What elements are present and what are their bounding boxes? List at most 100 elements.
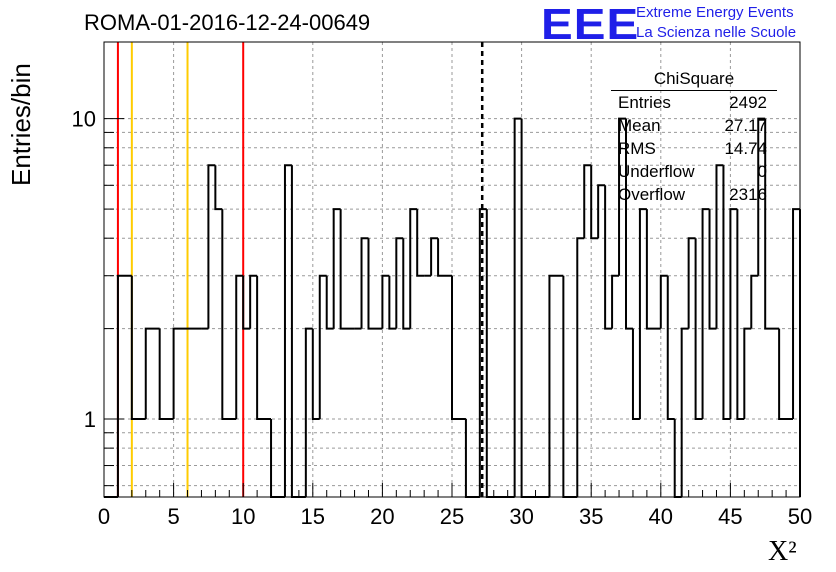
histogram-bin [583,164,592,239]
axes: 0 5 10 15 20 25 30 35 40 45 50 1 10 [72,107,813,529]
histogram-bin [513,117,522,497]
histogram-bin [715,164,724,329]
histogram-bin [478,208,487,497]
x-tick-label: 5 [167,504,179,529]
stats-value: 2316 [729,185,767,204]
stats-value: 14.74 [724,139,767,158]
stats-value: 0 [757,162,767,181]
plot-frame [103,41,801,498]
y-tick-label: 1 [84,407,96,432]
histogram-bin [144,327,160,420]
histogram-bin [743,327,752,420]
histogram-bin [485,209,515,498]
histogram-bin [381,274,390,329]
histogram-bin [750,274,759,329]
histogram-bin [172,327,188,420]
histogram-bin [437,238,452,277]
histogram-bin [249,274,258,329]
x-tick-label: 15 [301,504,325,529]
histogram-bin [638,208,647,420]
histogram-bin [548,274,564,497]
histogram-bin [242,275,251,330]
stats-row-underflow: Underflow 0 [611,160,777,183]
stats-label: Underflow [618,162,695,181]
histogram-bin [214,165,223,211]
histogram-bin [451,275,466,421]
histogram-bin [722,165,731,421]
histogram-bin [597,184,606,239]
histogram-bin [764,118,780,330]
histogram-bin [388,275,397,330]
histogram-bin [729,208,738,420]
x-tick-label: 45 [718,504,742,529]
eee-logo: EEE [541,0,640,49]
histogram-bin [645,209,661,330]
histogram-bin [666,275,675,421]
x-tick-label: 50 [788,504,812,529]
stats-row-rms: RMS 14.74 [611,137,777,160]
histogram-bin [590,165,599,240]
histogram-bin [708,209,717,330]
histogram-bin [207,164,216,329]
histogram-bin [576,237,585,497]
y-tick-label: 10 [72,107,96,132]
histogram-bin [290,165,306,498]
histogram-bin [562,275,578,498]
histogram-bin [687,237,696,329]
histogram-bin [778,328,794,421]
histogram-bin [130,275,146,421]
histogram-bars [104,117,801,498]
histogram-bin [221,209,237,421]
histogram-bin [430,237,439,276]
histogram-bin [235,274,244,420]
histogram-bin [611,274,620,329]
stats-label: Mean [618,116,661,135]
x-tick-label: 40 [649,504,673,529]
stats-row-mean: Mean 27.17 [611,114,777,137]
logo-tagline-2: La Scienza nelle Scuole [636,24,797,41]
histogram-bin [618,117,626,276]
stats-label: RMS [618,139,656,158]
stats-title: ChiSquare [611,68,777,91]
histogram-bin [604,185,613,330]
x-tick-label: 30 [509,504,533,529]
stats-value: 2492 [729,93,767,112]
histogram-bin [416,209,425,277]
histogram-bin [757,117,766,276]
stats-row-overflow: Overflow 2316 [611,183,777,206]
histogram-bin [304,327,313,497]
histogram-bin [325,275,334,330]
y-axis-label: Entries/bin [6,63,36,186]
histogram-bin [631,328,640,421]
histogram-bin [792,208,800,420]
run-title: ROMA-01-2016-12-24-00649 [84,10,371,35]
x-tick-label: 35 [579,504,603,529]
histogram-bin [625,118,633,330]
histogram-bin [694,238,703,421]
histogram-bin [520,118,550,498]
histogram-bin [360,237,369,329]
histogram-bin [283,164,292,497]
stats-row-entries: Entries 2492 [611,91,777,114]
stats-label: Entries [618,93,671,112]
x-tick-label: 20 [370,504,394,529]
histogram-bin [680,327,689,497]
stats-value: 27.17 [724,116,767,135]
histogram-bin [256,275,272,421]
x-tick-label: 0 [98,504,110,529]
histogram-bin [311,328,320,421]
histogram-bin [736,209,745,421]
x-axis-label: X² [768,536,797,567]
histogram-bin [701,208,710,420]
histogram-bin [367,238,383,330]
stats-label: Overflow [618,185,686,204]
histogram-bin [158,328,174,421]
x-tick-label: 10 [231,504,255,529]
x-tick-label: 25 [440,504,464,529]
histogram-bin [659,274,668,329]
histogram-bin [402,238,411,330]
logo-tagline-1: Extreme Energy Events [636,4,794,21]
histogram-bin [116,274,132,497]
stats-box: ChiSquare Entries 2492 Mean 27.17 RMS 14.74… [611,68,777,206]
